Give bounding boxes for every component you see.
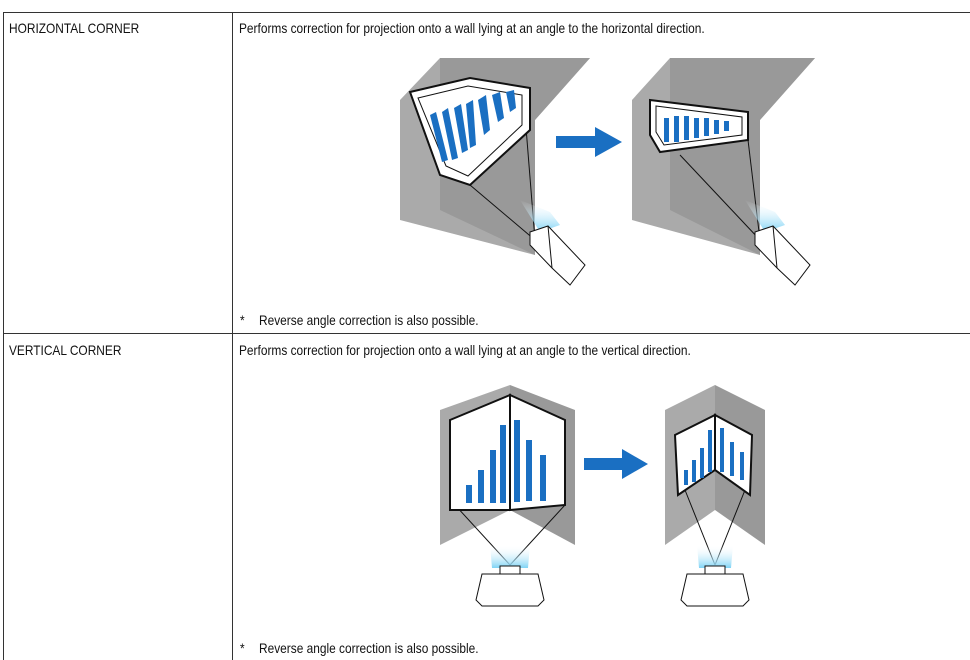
note-mark: * <box>240 640 245 656</box>
vertical-after <box>665 385 765 607</box>
row-description: Performs correction for projection onto … <box>239 20 705 36</box>
note: Reverse angle correction is also possibl… <box>259 640 479 656</box>
arrow <box>584 449 648 479</box>
horizontal-after <box>632 58 815 286</box>
note: Reverse angle correction is also possibl… <box>259 312 479 328</box>
note-mark: * <box>240 312 245 328</box>
content-cell <box>232 333 970 660</box>
row-description: Performs correction for projection onto … <box>239 342 691 358</box>
horizontal-before <box>400 58 590 286</box>
vertical-before <box>440 385 575 607</box>
row-name: VERTICAL CORNER <box>9 342 122 358</box>
row-name: HORIZONTAL CORNER <box>9 20 140 36</box>
arrow <box>556 127 622 157</box>
